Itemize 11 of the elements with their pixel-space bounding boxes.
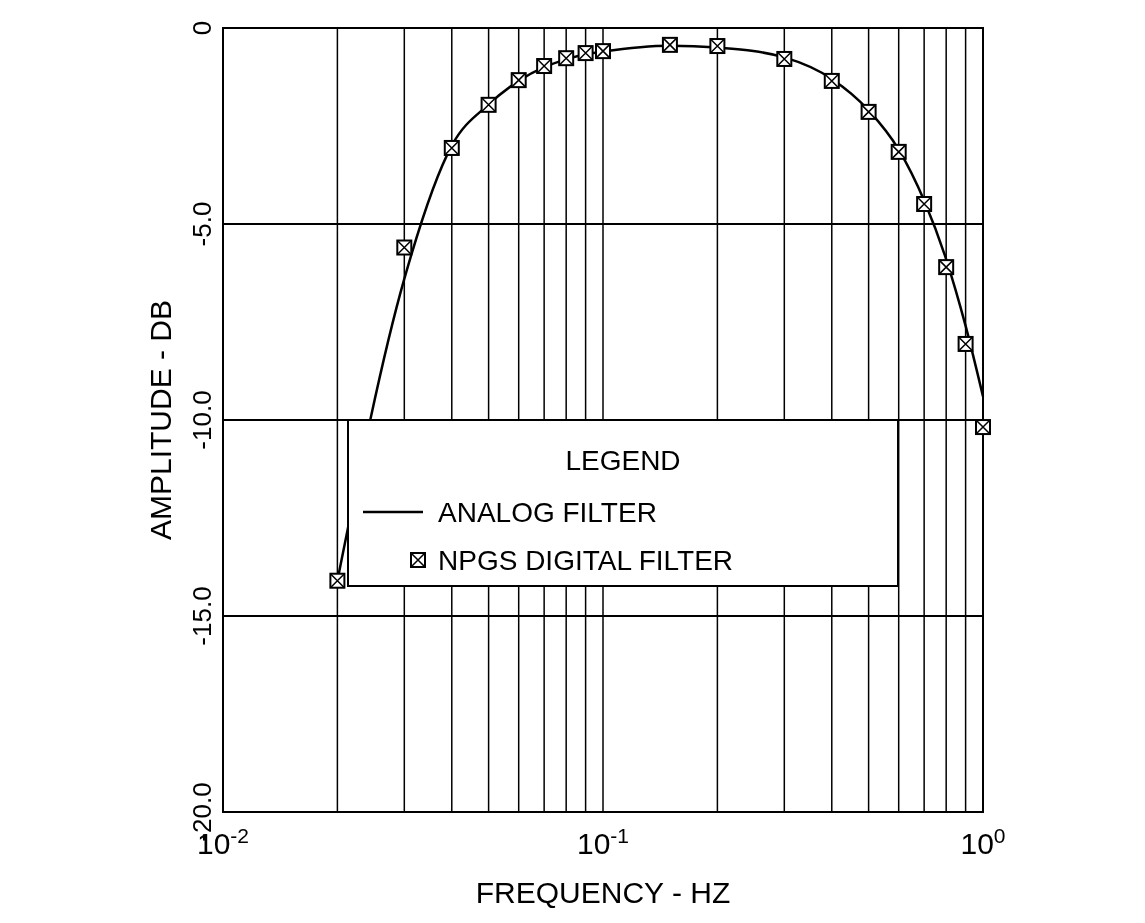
legend-label: ANALOG FILTER: [438, 497, 657, 528]
y-tick-label: -15.0: [187, 586, 217, 646]
y-tick-label: -10.0: [187, 390, 217, 450]
y-tick-label: -5.0: [187, 201, 217, 247]
legend-label: NPGS DIGITAL FILTER: [438, 545, 734, 576]
legend-title: LEGEND: [565, 445, 681, 476]
y-tick-label: 0: [187, 20, 217, 36]
x-tick-label: 10$^{-1}$: [576, 823, 630, 860]
x-tick-label: 10$^{0}$: [960, 823, 1006, 860]
x-axis-title: FREQUENCY - HZ: [475, 876, 731, 909]
y-axis-title: AMPLITUDE - DB: [144, 299, 177, 541]
